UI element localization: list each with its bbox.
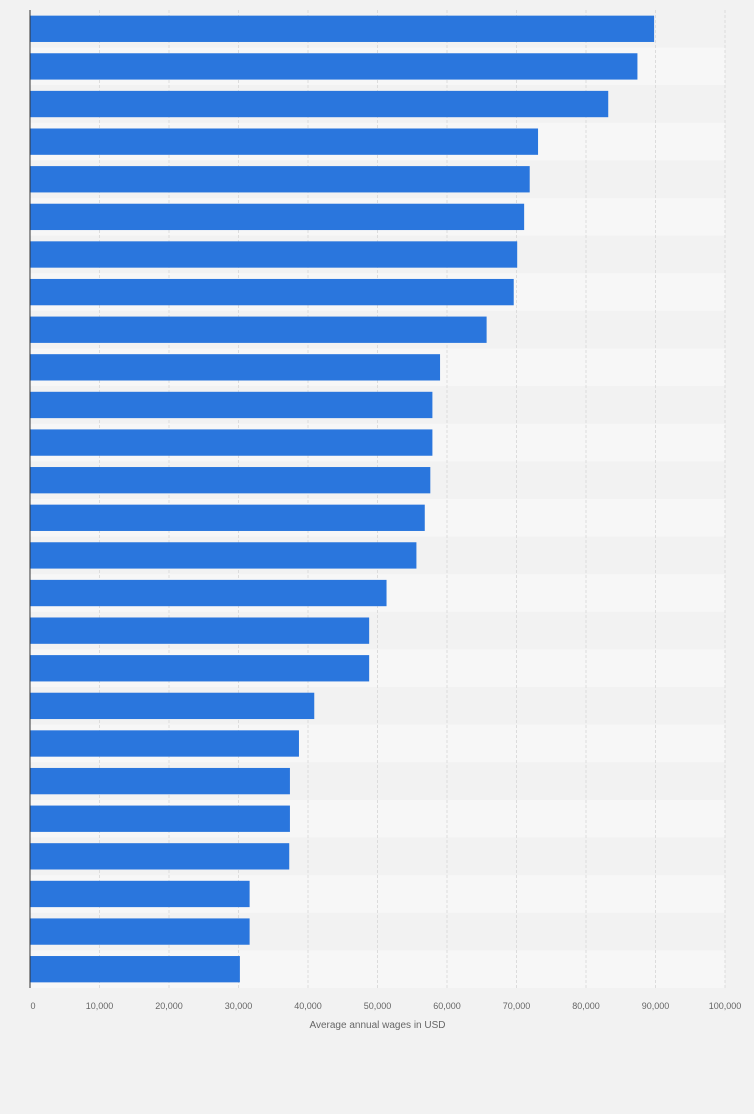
- bar[interactable]: [30, 655, 370, 682]
- x-tick-label: 60,000: [433, 1001, 461, 1011]
- x-tick-label: 90,000: [642, 1001, 670, 1011]
- bar[interactable]: [30, 429, 433, 456]
- x-tick-labels: 0 10,000 20,000 30,000 40,000 50,000 60,000 70,…: [30, 1001, 741, 1011]
- x-tick-label: 30,000: [225, 1001, 253, 1011]
- bar[interactable]: [30, 617, 370, 644]
- bar[interactable]: [30, 128, 539, 155]
- bar[interactable]: [30, 391, 433, 419]
- bar[interactable]: [30, 956, 240, 983]
- bar[interactable]: [30, 880, 250, 908]
- bar[interactable]: [30, 918, 250, 945]
- x-tick-label: 50,000: [364, 1001, 392, 1011]
- bar[interactable]: [30, 166, 530, 193]
- x-tick-label: 10,000: [86, 1001, 114, 1011]
- bar[interactable]: [30, 15, 655, 42]
- x-tick-label: 100,000: [709, 1001, 742, 1011]
- bar[interactable]: [30, 542, 417, 569]
- x-tick-label: 0: [30, 1001, 35, 1011]
- bar[interactable]: [30, 278, 514, 306]
- bar[interactable]: [30, 90, 609, 118]
- bar[interactable]: [30, 316, 487, 343]
- x-tick-label: 80,000: [572, 1001, 600, 1011]
- bar[interactable]: [30, 241, 518, 268]
- bars: [30, 15, 655, 983]
- bar[interactable]: [30, 805, 290, 832]
- x-axis-title: Average annual wages in USD: [309, 1020, 445, 1031]
- x-tick-label: 40,000: [294, 1001, 322, 1011]
- bar[interactable]: [30, 53, 638, 80]
- bar[interactable]: [30, 579, 387, 607]
- x-tick-label: 70,000: [503, 1001, 531, 1011]
- bar[interactable]: [30, 504, 425, 531]
- bar[interactable]: [30, 467, 431, 494]
- bar[interactable]: [30, 354, 441, 381]
- bar[interactable]: [30, 843, 290, 870]
- x-tick-label: 20,000: [155, 1001, 183, 1011]
- bar[interactable]: [30, 730, 299, 757]
- bar[interactable]: [30, 203, 525, 231]
- bar[interactable]: [30, 692, 315, 720]
- bar[interactable]: [30, 767, 290, 795]
